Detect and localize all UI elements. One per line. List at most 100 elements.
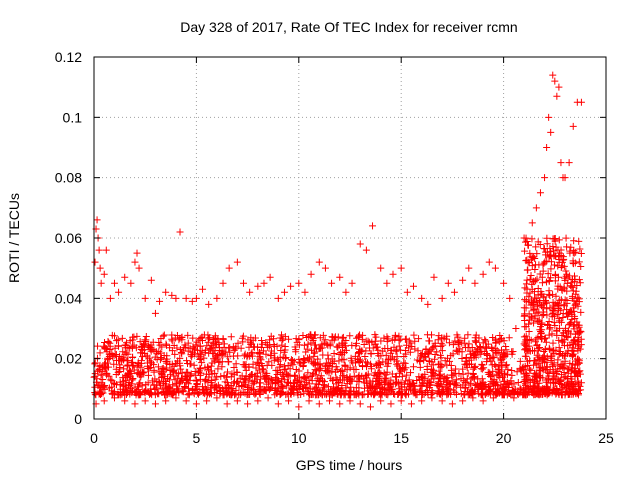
data-point	[224, 358, 232, 366]
data-point	[537, 323, 545, 331]
data-point	[513, 368, 521, 376]
data-point	[538, 319, 546, 327]
data-point	[541, 174, 549, 182]
data-point	[205, 300, 213, 308]
data-point	[379, 347, 387, 355]
data-point	[571, 385, 579, 393]
data-point	[547, 274, 555, 282]
data-point	[405, 337, 413, 345]
data-point	[205, 349, 213, 357]
data-point	[554, 273, 562, 281]
data-point	[567, 282, 575, 290]
data-point	[100, 382, 108, 390]
data-point	[113, 337, 121, 345]
data-point	[230, 363, 238, 371]
data-point	[531, 314, 539, 322]
data-point	[247, 371, 255, 379]
data-point	[343, 374, 351, 382]
data-point	[305, 397, 313, 405]
data-point	[298, 384, 306, 392]
data-point	[411, 345, 419, 353]
data-point	[361, 352, 369, 360]
data-point	[543, 234, 551, 242]
data-points	[90, 71, 585, 411]
data-point	[233, 378, 241, 386]
y-tick-label: 0.02	[55, 351, 82, 367]
data-point	[569, 249, 577, 257]
data-point	[287, 390, 295, 398]
data-point	[387, 376, 395, 384]
data-point	[466, 389, 474, 397]
data-point	[575, 237, 583, 245]
data-point	[325, 369, 333, 377]
data-point	[149, 377, 157, 385]
data-point	[106, 345, 114, 353]
data-point	[151, 385, 159, 393]
data-point	[246, 288, 254, 296]
data-point	[207, 367, 215, 375]
data-point	[539, 261, 547, 269]
data-point	[398, 372, 406, 380]
data-point	[457, 390, 465, 398]
data-point	[208, 381, 216, 389]
data-point	[367, 362, 375, 370]
data-point	[316, 360, 324, 368]
data-point	[169, 368, 177, 376]
data-point	[462, 354, 470, 362]
data-point	[545, 331, 553, 339]
data-point	[516, 364, 524, 372]
data-point	[355, 356, 363, 364]
data-point	[560, 336, 568, 344]
data-point	[538, 357, 546, 365]
data-point	[417, 387, 425, 395]
data-point	[151, 400, 159, 408]
data-point	[550, 346, 558, 354]
data-point	[392, 347, 400, 355]
data-point	[213, 294, 221, 302]
data-point	[418, 397, 426, 405]
data-point	[574, 355, 582, 363]
data-point	[568, 338, 576, 346]
data-point	[280, 366, 288, 374]
data-point	[105, 363, 113, 371]
data-point	[443, 379, 451, 387]
data-point	[119, 356, 127, 364]
data-point	[232, 360, 240, 368]
data-point	[289, 379, 297, 387]
data-point	[573, 327, 581, 335]
data-point	[427, 391, 435, 399]
data-point	[383, 333, 391, 341]
data-point	[372, 382, 380, 390]
data-point	[203, 391, 211, 399]
data-point	[369, 383, 377, 391]
data-point	[523, 337, 531, 345]
x-tick-label: 5	[193, 430, 201, 446]
data-point	[158, 385, 166, 393]
data-point	[176, 362, 184, 370]
data-point	[116, 378, 124, 386]
data-point	[572, 300, 580, 308]
data-point	[536, 189, 544, 197]
data-point	[155, 338, 163, 346]
data-point	[91, 370, 99, 378]
data-point	[524, 258, 532, 266]
data-point	[338, 334, 346, 342]
data-point	[309, 390, 317, 398]
data-point	[259, 368, 267, 376]
data-point	[223, 400, 231, 408]
data-point	[543, 305, 551, 313]
data-point	[365, 387, 373, 395]
data-point	[308, 333, 316, 341]
data-point	[514, 390, 522, 398]
data-point	[352, 342, 360, 350]
data-point	[328, 333, 336, 341]
data-point	[283, 371, 291, 379]
data-point	[331, 368, 339, 376]
data-point	[110, 279, 118, 287]
data-point	[101, 362, 109, 370]
data-point	[158, 365, 166, 373]
data-point	[278, 331, 286, 339]
data-point	[555, 336, 563, 344]
data-point	[528, 262, 536, 270]
data-point	[378, 390, 386, 398]
